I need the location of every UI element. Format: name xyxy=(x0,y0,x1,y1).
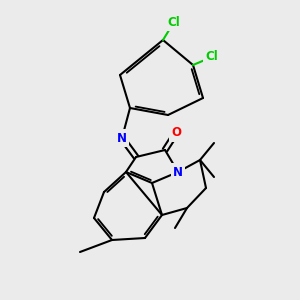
Text: Cl: Cl xyxy=(206,50,218,64)
Text: N: N xyxy=(117,131,127,145)
Text: O: O xyxy=(171,127,181,140)
Text: Cl: Cl xyxy=(168,16,180,28)
Text: N: N xyxy=(173,166,183,178)
